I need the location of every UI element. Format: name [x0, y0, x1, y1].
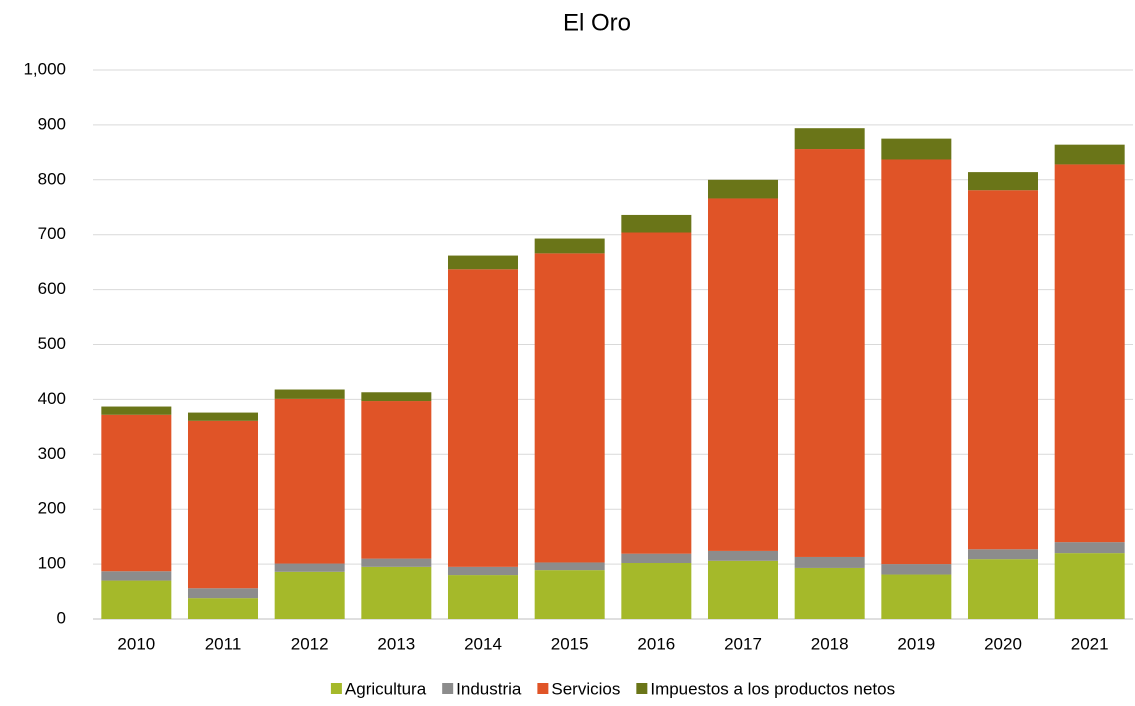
bar-segment [968, 190, 1038, 550]
bar-segment [274, 398, 345, 564]
chart-title: El Oro [563, 9, 631, 36]
bar-segment [534, 238, 605, 254]
bar-segment [534, 562, 605, 571]
y-tick-label: 300 [38, 444, 66, 463]
legend-swatch [442, 683, 454, 694]
bar-segment [188, 588, 258, 599]
bar-segment [881, 564, 952, 575]
legend-label: Servicios [551, 679, 620, 698]
x-tick-label: 2014 [464, 634, 502, 653]
bar-segment [101, 406, 172, 415]
legend-label: Industria [456, 679, 522, 698]
y-tick-label: 800 [38, 169, 66, 188]
bar-segment [794, 556, 865, 568]
bar-segment [534, 570, 605, 619]
legend-label: Agricultura [345, 679, 427, 698]
bar-segment [1054, 553, 1125, 619]
bar-segment [968, 549, 1038, 560]
bar-segment [708, 560, 778, 619]
y-tick-label: 900 [38, 114, 66, 133]
bar-segment [708, 179, 778, 199]
bar-segment [101, 414, 172, 572]
bar-segment [274, 563, 345, 572]
legend-label: Impuestos a los productos netos [650, 679, 895, 698]
legend-swatch [636, 683, 648, 694]
y-tick-label: 0 [57, 608, 66, 627]
x-tick-label: 2012 [291, 634, 329, 653]
bar-segment [708, 550, 778, 561]
bar-segment [361, 558, 432, 567]
bar-segment [621, 214, 692, 233]
bar-segment [794, 128, 865, 150]
bar-segment [448, 575, 518, 619]
x-tick-label: 2016 [637, 634, 675, 653]
bar-segment [361, 392, 432, 402]
bar-segment [968, 559, 1038, 619]
bar-segment [274, 571, 345, 619]
y-tick-label: 1,000 [23, 59, 66, 78]
x-tick-label: 2013 [377, 634, 415, 653]
bar-segment [188, 420, 258, 589]
bar-segment [534, 253, 605, 563]
bar-segment [881, 159, 952, 565]
x-tick-label: 2017 [724, 634, 762, 653]
y-tick-label: 400 [38, 389, 66, 408]
y-tick-label: 600 [38, 279, 66, 298]
bar-segment [968, 172, 1038, 191]
bar-segment [621, 553, 692, 564]
x-tick-label: 2020 [984, 634, 1022, 653]
bar-segment [794, 567, 865, 619]
x-tick-label: 2018 [811, 634, 849, 653]
x-tick-label: 2011 [205, 634, 242, 653]
bar-segment [101, 580, 172, 619]
bar-segment [361, 566, 432, 619]
bar-segment [621, 563, 692, 619]
x-tick-label: 2019 [897, 634, 935, 653]
bar-segment [708, 198, 778, 551]
bar-segment [361, 401, 432, 559]
bar-segment [881, 574, 952, 619]
bar-segment [621, 232, 692, 554]
bar-segment [1054, 164, 1125, 543]
bar-segment [188, 598, 258, 619]
y-tick-label: 100 [38, 554, 66, 573]
legend-swatch [537, 683, 549, 694]
bar-segment [274, 389, 345, 399]
bar-segment [448, 269, 518, 567]
x-tick-label: 2015 [551, 634, 589, 653]
y-tick-label: 700 [38, 224, 66, 243]
bar-segment [448, 255, 518, 270]
bar-segment [448, 566, 518, 576]
bar-segment [1054, 144, 1125, 165]
bar-segment [101, 571, 172, 581]
legend-swatch [330, 683, 342, 694]
x-tick-label: 2021 [1071, 634, 1109, 653]
y-tick-label: 500 [38, 334, 66, 353]
bar-segment [188, 412, 258, 421]
x-tick-label: 2010 [117, 634, 155, 653]
bar-segment [794, 149, 865, 557]
y-tick-label: 200 [38, 499, 66, 518]
bar-segment [1054, 542, 1125, 554]
bar-segment [881, 138, 952, 160]
